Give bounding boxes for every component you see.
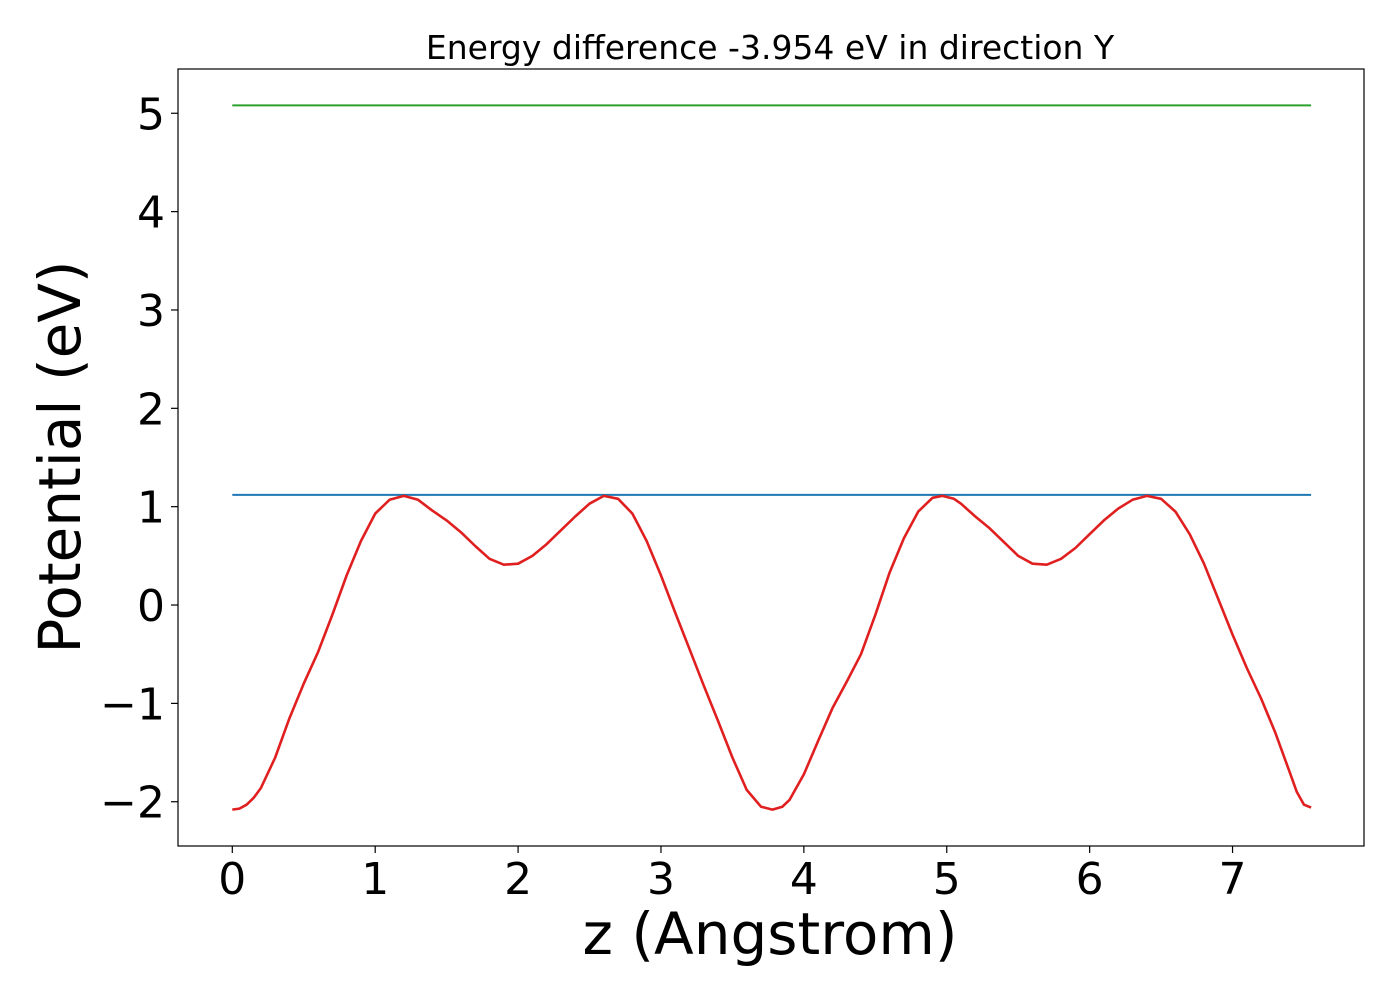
x-tick-label: 7	[1219, 854, 1247, 905]
y-axis-ticks: −2 −1 0 1 2 3 4 5	[100, 89, 178, 829]
y-tick-label: 2	[137, 384, 165, 435]
series-line-2	[232, 494, 1312, 811]
x-tick-label: 5	[933, 854, 961, 905]
y-tick-label: 4	[137, 188, 165, 239]
y-tick-label: −1	[100, 679, 165, 730]
y-tick-label: −2	[100, 778, 165, 829]
x-tick-label: 2	[504, 854, 532, 905]
x-axis-label: z (Angstrom)	[583, 900, 958, 968]
y-tick-label: 0	[137, 581, 165, 632]
y-tick-label: 3	[137, 286, 165, 337]
chart-title: Energy difference -3.954 eV in direction…	[426, 28, 1115, 67]
x-tick-label: 0	[218, 854, 246, 905]
plot-frame	[177, 68, 1365, 847]
series-layer	[232, 104, 1312, 811]
x-tick-label: 1	[361, 854, 389, 905]
x-axis-ticks: 0 1 2 3 4 5 6 7	[218, 846, 1247, 905]
y-tick-label: 1	[137, 483, 165, 534]
y-tick-label: 5	[137, 89, 165, 140]
y-axis-label: Potential (eV)	[26, 260, 94, 653]
x-tick-label: 4	[790, 854, 818, 905]
x-tick-label: 3	[647, 854, 675, 905]
x-tick-label: 6	[1076, 854, 1104, 905]
